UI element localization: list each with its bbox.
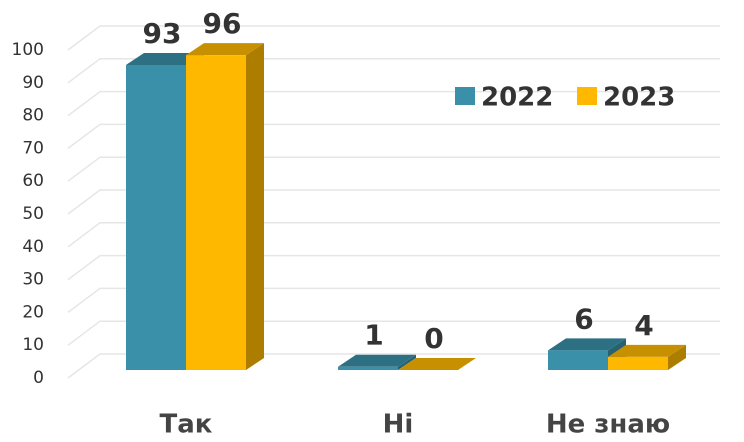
y-tick-label: 100 [12, 40, 44, 60]
x-tick-label: Не знаю [546, 410, 670, 440]
x-tick-label: Ні [383, 410, 414, 440]
y-tick-label: 50 [22, 204, 44, 224]
value-label: 6 [574, 302, 593, 335]
value-label: 93 [143, 17, 182, 50]
grid-line [67, 320, 720, 346]
bar-face [398, 354, 416, 370]
bar-face [126, 52, 204, 65]
bar [338, 354, 416, 370]
y-tick-label: 40 [22, 237, 44, 257]
bar-face [608, 356, 668, 370]
grid-line [67, 25, 720, 51]
bar-face [338, 366, 398, 370]
legend-label: 2022 [481, 83, 553, 113]
legend-swatch [577, 87, 597, 105]
y-tick-label: 60 [22, 171, 44, 191]
grid-line [67, 156, 720, 182]
grid-line [67, 222, 720, 248]
grid-line [67, 287, 720, 313]
y-tick-label: 70 [22, 138, 44, 158]
bar [186, 43, 264, 371]
grid-line [67, 254, 720, 281]
bar-face [126, 64, 186, 371]
bar-face [186, 43, 264, 56]
legend-label: 2023 [603, 83, 675, 113]
legend-swatch [455, 87, 475, 105]
y-tick-label: 20 [22, 302, 44, 322]
bar-face [548, 350, 608, 370]
grid-line [67, 58, 720, 84]
y-tick-label: 10 [22, 335, 44, 355]
y-tick-label: 30 [22, 270, 44, 290]
value-label: 1 [364, 319, 383, 352]
bar-face [186, 55, 246, 371]
bar-face [668, 344, 686, 370]
y-tick-label: 80 [22, 106, 44, 126]
grid-line [67, 90, 720, 117]
bar-face [548, 338, 626, 351]
y-tick-label: 90 [22, 73, 44, 93]
bar-face [398, 358, 476, 370]
bar [398, 358, 476, 370]
value-label: 4 [634, 309, 653, 342]
grid-line [67, 189, 720, 215]
bar-face [246, 43, 264, 371]
bar [608, 344, 686, 370]
value-label: 0 [424, 322, 443, 355]
grid-line [67, 353, 720, 379]
bar-face [608, 344, 686, 357]
y-tick-label: 0 [33, 368, 44, 388]
bar-face [338, 354, 416, 367]
value-label: 96 [203, 7, 242, 40]
x-tick-label: Так [160, 410, 213, 440]
grid-line [67, 123, 720, 149]
